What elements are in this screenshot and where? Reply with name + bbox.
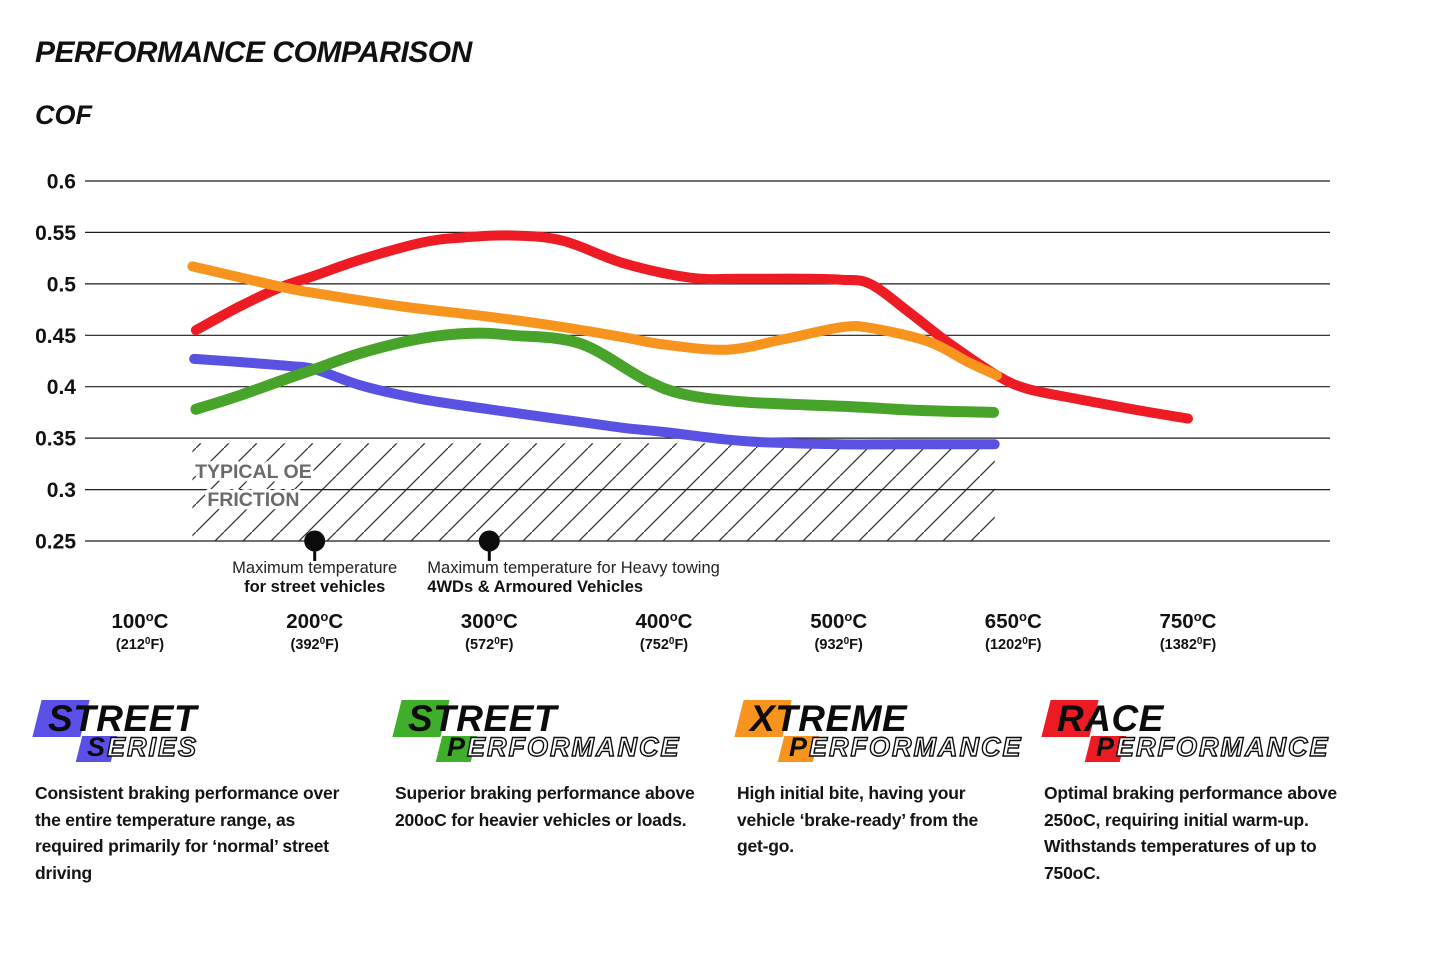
svg-text:300oC: 300oC xyxy=(461,609,518,633)
svg-text:(7520F): (7520F) xyxy=(640,636,688,653)
y-tick-label: 0.55 xyxy=(35,222,76,245)
legend-street-series: STREET SERIES Consistent braking perform… xyxy=(32,698,363,886)
product-description: Optimal braking performance above 250oC,… xyxy=(1044,783,1337,883)
product-legend-row: STREET SERIES Consistent braking perform… xyxy=(0,698,1445,968)
svg-text:(12020F): (12020F) xyxy=(985,636,1042,653)
svg-text:650oC: 650oC xyxy=(985,609,1042,633)
y-tick-label: 0.6 xyxy=(47,171,76,194)
cof-axis-label: COF xyxy=(35,100,92,130)
x-tick-label: 750oC (13820F) xyxy=(1160,609,1217,653)
series-xtreme-performance xyxy=(187,261,1002,381)
logo-word-2: PERFORMANCE xyxy=(1096,731,1330,762)
max-temperature-marker: Maximum temperature for Heavy towing4WDs… xyxy=(427,530,720,596)
svg-text:(2120F): (2120F) xyxy=(116,636,164,653)
product-description: Superior braking performance above 200oC… xyxy=(395,783,695,830)
y-tick-label: 0.3 xyxy=(47,479,76,502)
y-tick-label: 0.4 xyxy=(47,376,77,399)
race-performance-logo: RACE PERFORMANCE xyxy=(1041,698,1366,766)
svg-text:(13820F): (13820F) xyxy=(1160,636,1217,653)
x-tick-label: 400oC (7520F) xyxy=(636,609,693,653)
svg-text:100oC: 100oC xyxy=(112,609,169,633)
legend-xtreme-performance: XTREME PERFORMANCE High initial bite, ha… xyxy=(734,698,1021,860)
svg-text:(5720F): (5720F) xyxy=(465,636,513,653)
legend-race-performance: RACE PERFORMANCE Optimal braking perform… xyxy=(1041,698,1366,886)
logo-word-1: RACE xyxy=(1057,698,1164,739)
xtreme-performance-logo: XTREME PERFORMANCE xyxy=(734,698,1021,766)
logo-word-1: STREET xyxy=(48,698,197,739)
marker-annotation-line2: for street vehicles xyxy=(244,578,385,596)
y-tick-label: 0.35 xyxy=(35,428,76,451)
logo-word-1: STREET xyxy=(408,698,557,739)
street-performance-logo: STREET PERFORMANCE xyxy=(392,698,717,766)
marker-annotation-line1: Maximum temperature for Heavy towing xyxy=(427,559,720,577)
x-tick-label: 650oC (12020F) xyxy=(985,609,1042,653)
product-description: High initial bite, having your vehicle ‘… xyxy=(737,783,979,856)
marker-annotation-line1: Maximum temperature xyxy=(232,559,397,577)
page-title: PERFORMANCE COMPARISON xyxy=(35,36,472,69)
product-description: Consistent braking performance over the … xyxy=(35,783,340,883)
series-street-series xyxy=(189,353,1000,450)
svg-text:(9320F): (9320F) xyxy=(815,636,863,653)
x-tick-label: 500oC (9320F) xyxy=(810,609,867,653)
oe-friction-label: TYPICAL OE xyxy=(195,461,312,483)
logo-word-1: XTREME xyxy=(750,698,908,739)
typical-oe-friction-region xyxy=(192,443,995,541)
series-race-performance xyxy=(190,230,1193,424)
svg-text:(3920F): (3920F) xyxy=(291,636,339,653)
svg-text:400oC: 400oC xyxy=(636,609,693,633)
svg-text:500oC: 500oC xyxy=(810,609,867,633)
y-tick-label: 0.5 xyxy=(47,273,77,296)
marker-annotation-line2: 4WDs & Armoured Vehicles xyxy=(427,578,643,596)
x-tick-label: 100oC (2120F) xyxy=(112,609,169,653)
y-tick-label: 0.45 xyxy=(35,325,76,348)
svg-text:200oC: 200oC xyxy=(286,609,343,633)
x-tick-label: 300oC (5720F) xyxy=(461,609,518,653)
logo-word-2: PERFORMANCE xyxy=(789,731,1023,762)
y-tick-label: 0.25 xyxy=(35,531,76,554)
cof-temperature-chart: 0.6 0.55 0.5 0.45 0.4 0.35 0.3 0.25 TYPICAL OE FR… xyxy=(35,171,1330,653)
logo-word-2: PERFORMANCE xyxy=(447,731,681,762)
street-series-logo: STREET SERIES xyxy=(32,698,363,766)
series-street-performance xyxy=(190,327,1000,418)
x-tick-label: 200oC (3920F) xyxy=(286,609,343,653)
legend-street-performance: STREET PERFORMANCE Superior braking perf… xyxy=(392,698,717,833)
svg-text:750oC: 750oC xyxy=(1160,609,1217,633)
oe-friction-label: FRICTION xyxy=(207,489,299,511)
logo-word-2: SERIES xyxy=(87,731,199,762)
